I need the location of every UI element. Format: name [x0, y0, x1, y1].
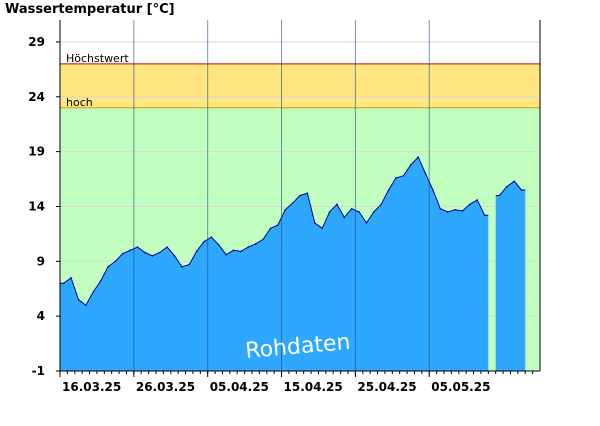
y-tick-label-5: 24 — [28, 90, 45, 104]
data-point-40 — [358, 211, 360, 213]
data-point-15 — [173, 255, 176, 257]
data-point-14 — [166, 246, 168, 248]
data-point-21 — [217, 244, 220, 246]
data-point-9 — [129, 249, 131, 252]
data-point-46 — [402, 174, 405, 177]
data-point-25 — [247, 246, 250, 248]
data-point-30 — [284, 208, 287, 211]
data-point-48 — [417, 156, 419, 158]
x-tick-label-0: 16.03.25 — [62, 380, 121, 394]
data-point-55 — [469, 203, 471, 206]
data-point-8 — [121, 252, 124, 255]
data-point-52 — [446, 211, 449, 213]
data-point-3 — [85, 304, 87, 306]
data-point-12 — [151, 255, 154, 257]
data-point-18 — [195, 250, 198, 253]
data-point-27 — [262, 238, 264, 241]
area-segment-0 — [60, 157, 489, 371]
band-1 — [60, 63, 540, 108]
data-point-2 — [77, 298, 80, 301]
y-tick-label-2: 9 — [37, 254, 45, 268]
data-point-37 — [336, 203, 338, 206]
data-point-51 — [439, 207, 442, 210]
data-point-43 — [380, 203, 383, 206]
plot-area: Höchstwert hoch — [59, 20, 540, 372]
data-point-1 — [70, 276, 72, 279]
data-point-59 — [498, 194, 501, 197]
data-point-17 — [188, 263, 191, 266]
data-point-61 — [513, 180, 515, 183]
data-point-62 — [520, 189, 523, 191]
data-point-31 — [291, 202, 294, 204]
data-point-60 — [505, 185, 508, 188]
series-line-0 — [59, 156, 489, 306]
data-point-24 — [240, 250, 242, 253]
data-point-36 — [328, 211, 331, 213]
y-tick-label-0: -1 — [32, 364, 45, 378]
data-point-22 — [225, 253, 227, 256]
y-tick-label-4: 19 — [28, 145, 45, 159]
chart-title: Wassertemperatur [°C] — [5, 2, 175, 17]
data-point-41 — [365, 222, 368, 224]
data-point-19 — [203, 240, 205, 243]
data-point-56 — [476, 199, 479, 201]
data-point-42 — [373, 211, 375, 213]
data-point-5 — [99, 280, 102, 282]
data-point-53 — [454, 208, 456, 211]
y-tick-label-1: 4 — [37, 309, 45, 323]
data-point-33 — [306, 192, 309, 195]
data-point-16 — [181, 265, 183, 268]
data-point-7 — [114, 260, 117, 263]
data-point-54 — [461, 210, 464, 212]
x-tick-label-4: 25.04.25 — [357, 380, 416, 394]
x-tick-label-2: 05.04.25 — [210, 380, 269, 394]
data-point-10 — [136, 246, 139, 248]
data-point-38 — [343, 216, 346, 219]
data-point-4 — [92, 291, 95, 293]
x-tick-label-1: 26.03.25 — [136, 380, 195, 394]
data-point-20 — [210, 236, 213, 238]
data-point-47 — [409, 163, 412, 166]
data-point-29 — [277, 224, 279, 226]
threshold-label-0: Höchstwert — [66, 52, 129, 65]
x-tick-label-5: 05.05.25 — [431, 380, 490, 394]
threshold-label-1: hoch — [66, 96, 93, 109]
data-point-34 — [313, 222, 316, 224]
data-point-23 — [232, 249, 235, 252]
data-point-39 — [350, 207, 353, 210]
data-point-32 — [299, 194, 301, 197]
y-tick-label-3: 14 — [28, 199, 45, 213]
data-point-35 — [321, 227, 323, 230]
area-segment-1 — [495, 181, 526, 371]
y-tick-label-6: 29 — [28, 35, 45, 49]
data-point-45 — [395, 177, 397, 179]
data-point-44 — [387, 189, 390, 191]
data-point-50 — [432, 189, 434, 191]
data-point-6 — [107, 265, 109, 268]
x-tick-label-3: 15.04.25 — [284, 380, 343, 394]
data-point-49 — [424, 172, 427, 175]
data-point-57 — [483, 214, 486, 217]
data-point-11 — [144, 251, 146, 254]
data-point-0 — [62, 282, 65, 285]
data-point-13 — [158, 251, 161, 254]
data-point-26 — [254, 242, 257, 245]
data-point-28 — [269, 227, 272, 230]
